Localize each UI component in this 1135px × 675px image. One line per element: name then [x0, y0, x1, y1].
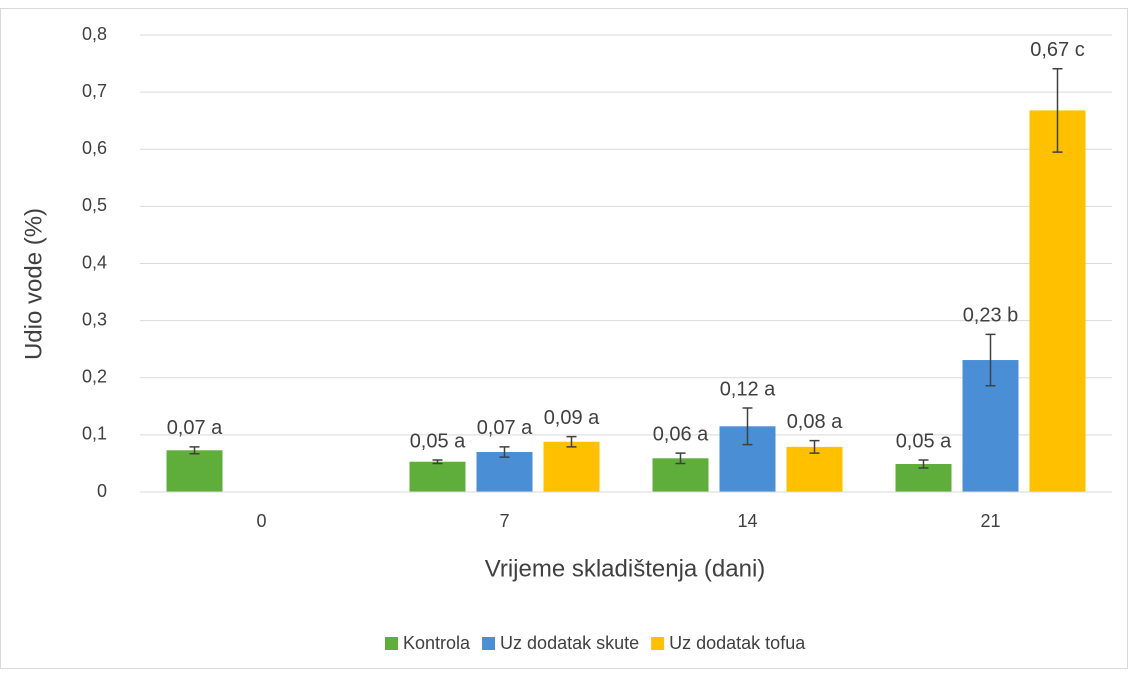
x-axis-title: Vrijeme skladištenja (dani)	[485, 555, 766, 582]
error-bar	[432, 459, 443, 465]
error-bar	[918, 459, 929, 469]
y-tick-label: 0,2	[82, 367, 107, 387]
bar	[543, 441, 600, 492]
legend-label: Kontrola	[403, 633, 471, 653]
x-tick-label: 7	[499, 511, 509, 531]
data-label: 0,07 a	[167, 417, 223, 439]
data-label: 0,08 a	[787, 411, 843, 433]
bar	[166, 450, 223, 492]
error-bar	[189, 446, 200, 455]
chart-frame	[0, 8, 1128, 669]
data-label: 0,05 a	[410, 430, 466, 452]
error-bar	[1052, 67, 1063, 153]
error-bar	[566, 435, 577, 448]
data-label: 0,07 a	[477, 417, 533, 439]
data-label: 0,12 a	[720, 378, 776, 400]
legend-swatch	[651, 637, 665, 650]
error-bar	[499, 446, 510, 458]
x-tick-label: 21	[980, 511, 1000, 531]
y-tick-label: 0,6	[82, 138, 107, 158]
error-bar	[742, 407, 753, 446]
y-tick-label: 0,3	[82, 309, 107, 329]
x-tick-label: 14	[737, 511, 757, 531]
y-tick-label: 0	[97, 481, 107, 501]
legend-swatch	[385, 637, 398, 650]
y-tick-label: 0,4	[82, 252, 107, 272]
x-tick-label: 0	[256, 511, 266, 531]
error-bar	[985, 333, 996, 387]
data-label: 0,09 a	[544, 407, 600, 429]
error-bar	[675, 452, 686, 465]
data-label: 0,06 a	[653, 423, 709, 445]
data-label: 0,67 c	[1030, 39, 1084, 61]
legend-label: Uz dodatak skute	[500, 633, 639, 653]
y-axis-title: Udio vode (%)	[20, 208, 47, 360]
bar	[786, 446, 843, 492]
data-label: 0,23 b	[963, 305, 1019, 327]
y-tick-label: 0,8	[82, 24, 107, 44]
bar	[476, 452, 533, 492]
y-tick-label: 0,5	[82, 195, 107, 215]
legend-swatch	[482, 637, 496, 650]
data-label: 0,05 a	[896, 430, 952, 452]
legend-label: Uz dodatak tofua	[669, 633, 806, 653]
error-bar	[809, 439, 820, 454]
bar	[409, 461, 466, 492]
y-tick-label: 0,1	[82, 424, 107, 444]
bar	[1029, 110, 1086, 492]
y-tick-label: 0,7	[82, 81, 107, 101]
